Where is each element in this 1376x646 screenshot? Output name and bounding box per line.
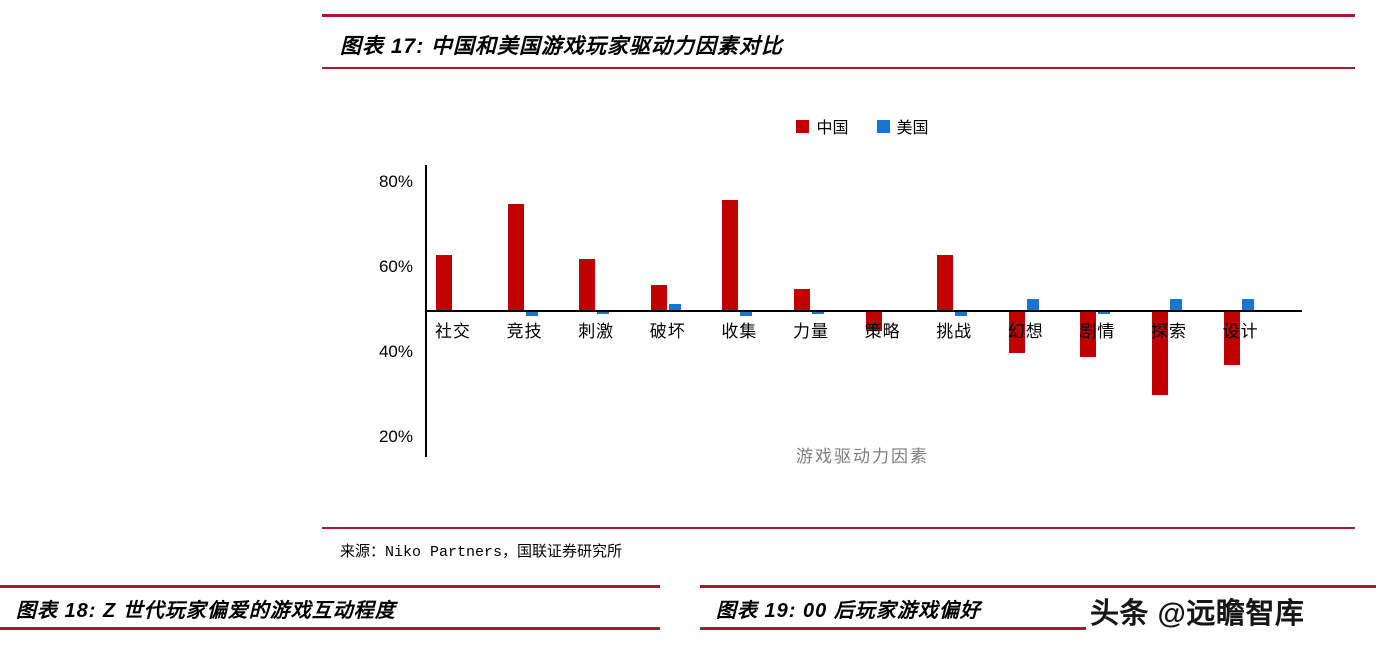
bar-中国-收集: [722, 199, 739, 310]
x-tick-label: 刺激: [578, 322, 615, 341]
y-tick-label: 20%: [378, 426, 413, 446]
legend-swatch-icon: [796, 119, 810, 133]
bar-中国-幻想: [1008, 310, 1025, 353]
figure17-title: 图表 17: 中国和美国游戏玩家驱动力因素对比: [340, 35, 784, 58]
x-tick-label: 剧情: [1079, 322, 1116, 341]
x-tick-label: 幻想: [1007, 322, 1044, 341]
divider-under-chart: [322, 527, 1355, 529]
y-tick-label: 80%: [378, 171, 413, 191]
legend-item-中国: 中国: [796, 114, 849, 138]
divider-figure18-top: [0, 585, 660, 588]
divider-figure19-top: [700, 585, 1376, 588]
bar-中国-探索: [1152, 310, 1168, 395]
bar-中国-破坏: [650, 284, 667, 310]
source-note: 来源：Niko Partners，国联证券研究所: [340, 544, 623, 561]
plot-area: 社交 竞技 刺激 破坏 收集 力量 策略 挑战 幻想 剧情 探索 设计: [425, 165, 1306, 465]
divider-top: [322, 14, 1355, 17]
x-tick-label: 收集: [721, 322, 758, 341]
chart-legend: 中国 美国: [425, 114, 1300, 138]
x-tick-label: 力量: [793, 322, 829, 341]
bar-美国-挑战: [955, 310, 968, 317]
divider-figure19-bottom: [700, 627, 1086, 630]
bar-美国-刺激: [597, 310, 610, 315]
y-tick-label: 40%: [378, 341, 413, 361]
bar-美国-探索: [1170, 299, 1182, 310]
x-tick-label: 探索: [1151, 322, 1187, 341]
divider-under-title: [322, 67, 1355, 69]
x-tick-label: 设计: [1222, 322, 1259, 341]
bar-美国-力量: [812, 310, 824, 315]
bar-美国-破坏: [668, 303, 681, 310]
x-axis-line: [425, 310, 1302, 312]
bar-中国-设计: [1223, 310, 1240, 366]
bar-美国-竞技: [525, 310, 538, 317]
bar-美国-收集: [740, 310, 753, 317]
y-tick-label: 60%: [378, 256, 413, 276]
x-tick-label: 策略: [864, 322, 901, 341]
bar-中国-社交: [436, 254, 452, 310]
x-tick-label: 挑战: [936, 322, 973, 341]
y-axis-tick-labels: 80% 60% 40% 20%: [355, 165, 413, 465]
legend-item-美国: 美国: [876, 114, 929, 138]
bar-中国-力量: [794, 288, 810, 310]
x-tick-label: 社交: [435, 322, 471, 341]
legend-swatch-icon: [876, 119, 890, 133]
toutiao-watermark: 头条 @远瞻智库: [1090, 598, 1305, 630]
bar-中国-竞技: [507, 203, 524, 310]
divider-figure18-bottom: [0, 627, 660, 630]
x-axis-title: 游戏驱动力因素: [796, 447, 929, 466]
x-tick-label: 竞技: [506, 322, 543, 341]
figure19-title: 图表 19: 00 后玩家游戏偏好: [716, 600, 981, 622]
bar-中国-挑战: [937, 254, 954, 310]
bar-中国-刺激: [579, 259, 596, 310]
bar-美国-剧情: [1098, 310, 1111, 315]
bar-中国-剧情: [1080, 310, 1097, 357]
bar-美国-设计: [1241, 299, 1254, 310]
figure18-title: 图表 18: Z 世代玩家偏爱的游戏互动程度: [16, 600, 396, 622]
legend-label: 中国: [816, 120, 849, 137]
x-tick-label: 破坏: [649, 322, 686, 341]
legend-label: 美国: [896, 120, 929, 137]
bar-中国-策略: [865, 310, 882, 332]
bar-美国-幻想: [1026, 299, 1039, 310]
